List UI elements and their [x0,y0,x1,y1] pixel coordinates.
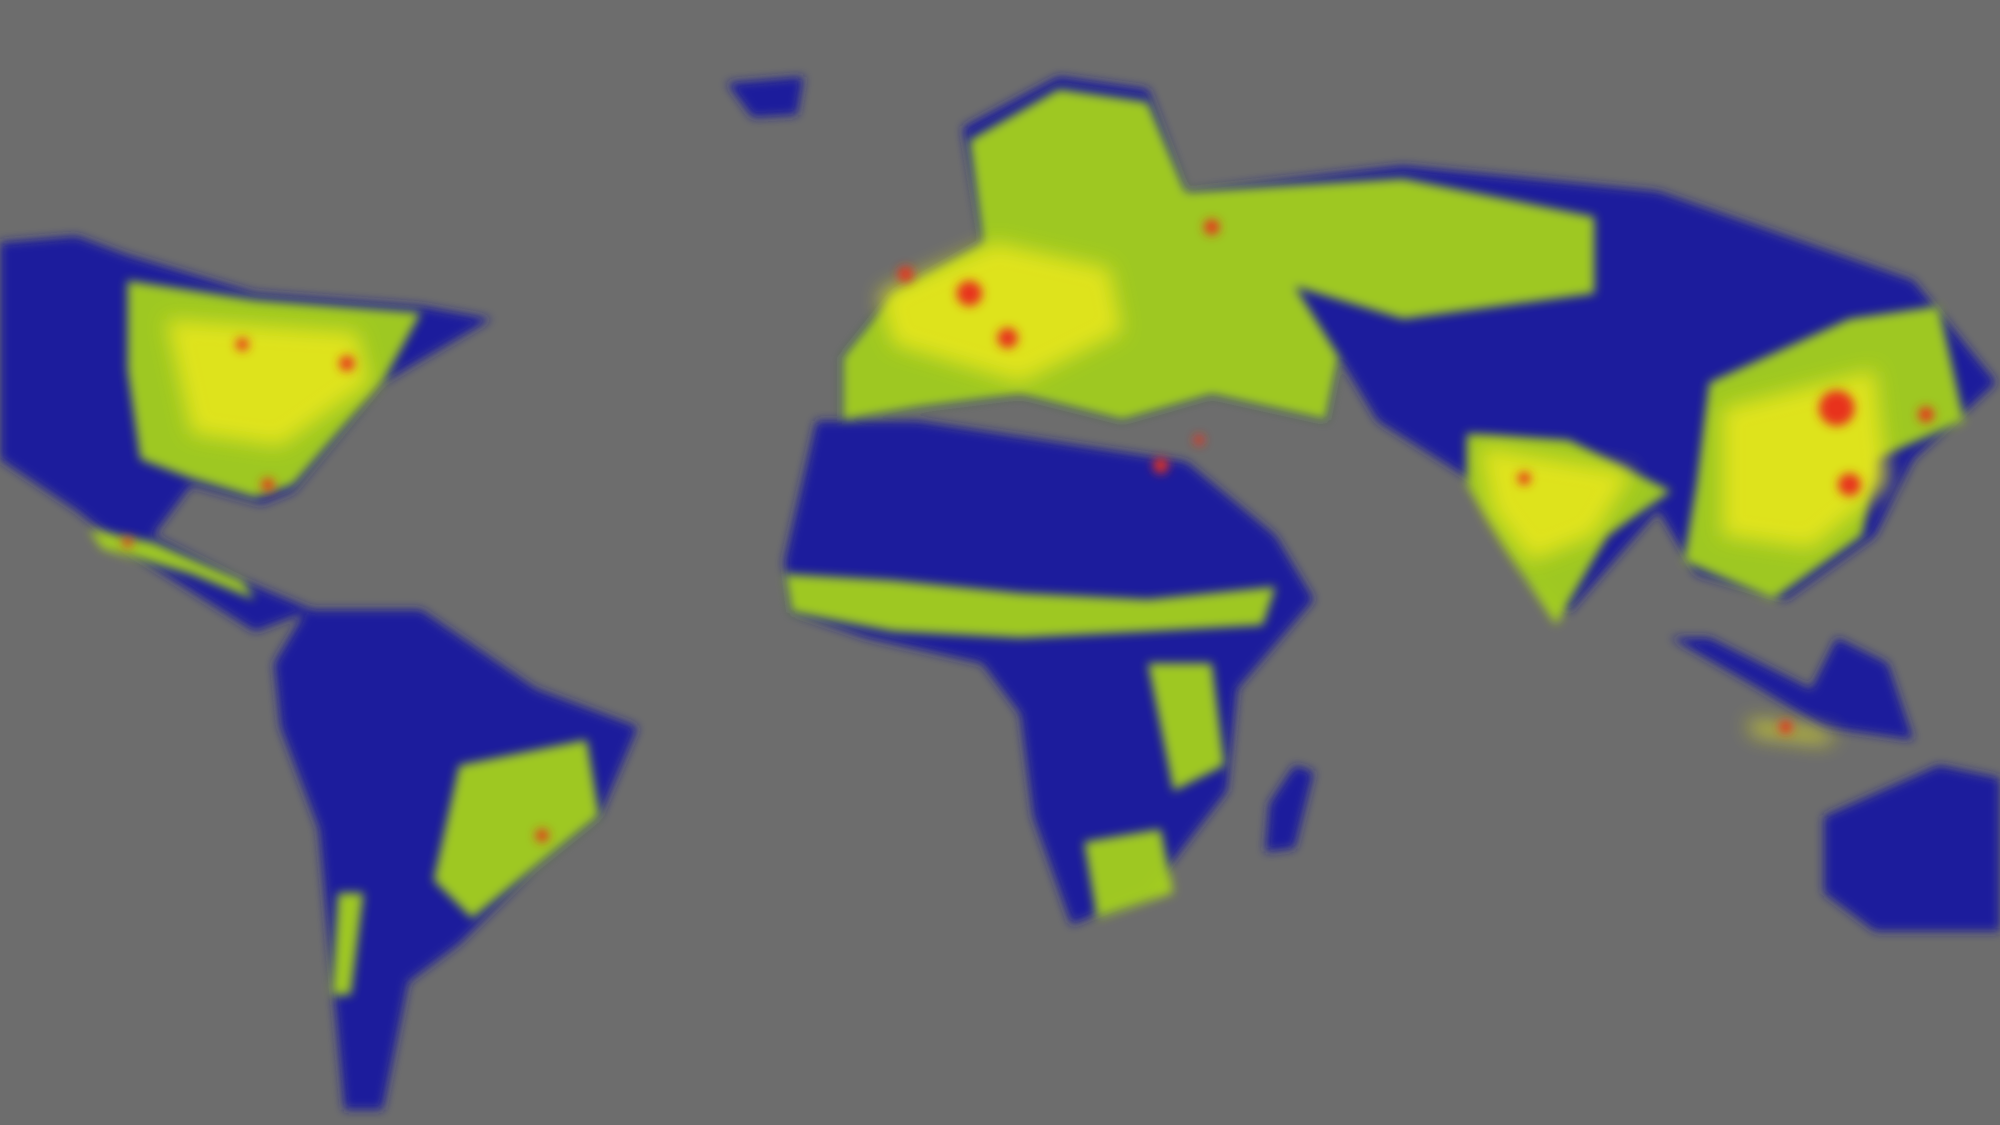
hotspot-moscow [1204,219,1220,235]
hotspot-java [1779,720,1793,734]
hotspot-chicago [235,338,249,351]
chile [331,892,364,995]
hotspot-new-york [339,355,355,372]
india-core [1479,446,1633,562]
africa [784,420,1314,925]
hotspot-north-china [1818,390,1855,427]
us-east-core [165,318,370,447]
brazil-southeast [433,739,600,919]
hotspot-florida [261,478,275,492]
hotspot-north-italy [997,327,1018,349]
hotspot-seoul-japan [1918,406,1934,423]
madagascar [1265,765,1314,853]
russia-belt [1186,178,1595,319]
hotspot-mexico-city [122,536,133,548]
indonesia-java [1747,720,1837,743]
hotspot-delhi [1517,471,1531,485]
central-america [89,529,256,600]
australia [1823,765,2000,932]
western-europe-core [880,242,1123,383]
hotspot-nile [1153,457,1169,474]
southern-africa [1084,829,1174,919]
hotspot-shanghai [1838,473,1861,497]
hotspot-sao-paulo [535,829,549,842]
hotspot-tel-aviv [1193,434,1205,446]
hotspot-london [897,266,914,282]
southeast-asia-islands [1670,637,1914,740]
high-density-layer [165,242,1888,743]
peak-density-layer [122,219,1934,842]
greenland-iceland [727,76,804,118]
hotspot-benelux [956,280,983,307]
sahel [784,573,1276,638]
